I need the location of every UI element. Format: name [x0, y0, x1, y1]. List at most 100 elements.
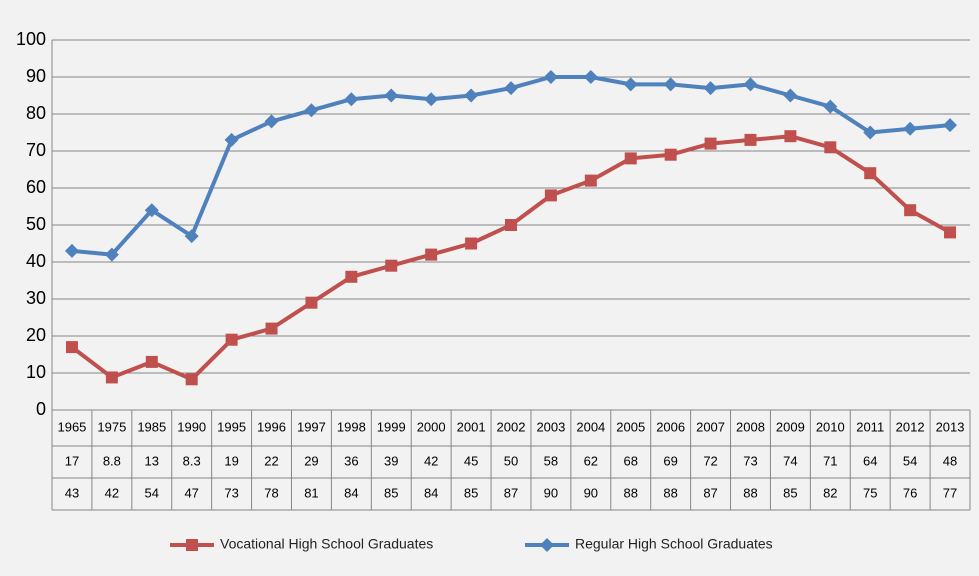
y-tick-label: 90: [26, 66, 46, 86]
y-tick-label: 100: [16, 29, 46, 49]
x-tick-label: 1990: [177, 419, 206, 434]
x-tick-label: 2001: [457, 419, 486, 434]
table-value: 77: [943, 485, 957, 500]
table-value: 87: [504, 485, 518, 500]
table-value: 42: [105, 485, 119, 500]
marker: [345, 270, 358, 283]
table-value: 75: [863, 485, 877, 500]
table-value: 48: [943, 453, 957, 468]
y-tick-label: 0: [36, 399, 46, 419]
x-tick-label: 2009: [776, 419, 805, 434]
table-value: 54: [145, 485, 159, 500]
table-value: 85: [783, 485, 797, 500]
marker: [704, 137, 717, 150]
marker: [144, 203, 159, 218]
table-value: 39: [384, 453, 398, 468]
marker: [824, 141, 837, 154]
marker: [504, 81, 518, 96]
x-tick-label: 1997: [297, 419, 326, 434]
x-tick-label: 2007: [696, 419, 725, 434]
marker: [384, 88, 399, 103]
marker: [265, 322, 278, 335]
table-value: 68: [624, 453, 638, 468]
table-value: 88: [743, 485, 757, 500]
table-value: 54: [903, 453, 917, 468]
table-value: 84: [424, 485, 438, 500]
table-value: 36: [344, 453, 358, 468]
table-value: 78: [264, 485, 278, 500]
table-value: 73: [743, 453, 757, 468]
x-tick-label: 2002: [497, 419, 526, 434]
table-value: 8.3: [183, 453, 201, 468]
table-value: 88: [663, 485, 677, 500]
x-tick-label: 1965: [57, 419, 86, 434]
table-value: 47: [184, 485, 198, 500]
x-tick-label: 2011: [856, 419, 884, 434]
table-value: 43: [65, 485, 79, 500]
x-tick-label: 1996: [257, 419, 286, 434]
table-value: 90: [544, 485, 558, 500]
marker: [385, 259, 398, 272]
y-tick-label: 50: [26, 214, 46, 234]
marker: [664, 148, 677, 161]
x-tick-label: 2006: [656, 419, 685, 434]
marker: [464, 88, 479, 103]
marker: [186, 539, 198, 551]
marker: [863, 125, 878, 140]
y-tick-label: 70: [26, 140, 46, 160]
x-tick-label: 2008: [736, 419, 765, 434]
x-tick-label: 2005: [616, 419, 645, 434]
marker: [783, 88, 798, 103]
table-value: 73: [224, 485, 238, 500]
marker: [744, 133, 757, 146]
legend-label: Vocational High School Graduates: [220, 536, 433, 552]
marker: [104, 247, 119, 262]
table-value: 69: [663, 453, 677, 468]
table-value: 88: [624, 485, 638, 500]
table-value: 76: [903, 485, 917, 500]
table-value: 19: [224, 453, 238, 468]
x-tick-label: 2012: [896, 419, 925, 434]
legend-label: Regular High School Graduates: [575, 536, 773, 552]
table-value: 45: [464, 453, 478, 468]
marker: [943, 118, 958, 133]
table-value: 85: [464, 485, 478, 500]
marker: [145, 355, 158, 368]
marker: [903, 121, 918, 136]
marker: [623, 77, 638, 92]
table-value: 71: [823, 453, 837, 468]
marker: [583, 70, 598, 84]
table-value: 8.8: [103, 453, 121, 468]
y-tick-label: 30: [26, 288, 46, 308]
y-tick-label: 40: [26, 251, 46, 271]
marker: [304, 103, 319, 118]
marker: [64, 243, 79, 258]
marker: [425, 248, 438, 261]
marker: [264, 114, 279, 129]
marker: [703, 81, 718, 96]
y-tick-label: 80: [26, 103, 46, 123]
marker: [465, 237, 478, 250]
y-tick-label: 10: [26, 362, 46, 382]
table-value: 17: [65, 453, 79, 468]
table-value: 42: [424, 453, 438, 468]
marker: [424, 92, 439, 107]
table-value: 87: [703, 485, 717, 500]
table-value: 29: [304, 453, 318, 468]
x-tick-label: 2004: [576, 419, 605, 434]
marker: [584, 174, 597, 187]
x-tick-label: 2000: [417, 419, 446, 434]
marker: [784, 130, 797, 143]
marker: [944, 226, 957, 239]
marker: [185, 373, 198, 386]
x-tick-label: 1995: [217, 419, 246, 434]
marker: [663, 77, 678, 92]
table-value: 58: [544, 453, 558, 468]
marker: [225, 333, 238, 346]
table-value: 22: [264, 453, 278, 468]
table-value: 82: [823, 485, 837, 500]
x-tick-label: 1999: [377, 419, 406, 434]
